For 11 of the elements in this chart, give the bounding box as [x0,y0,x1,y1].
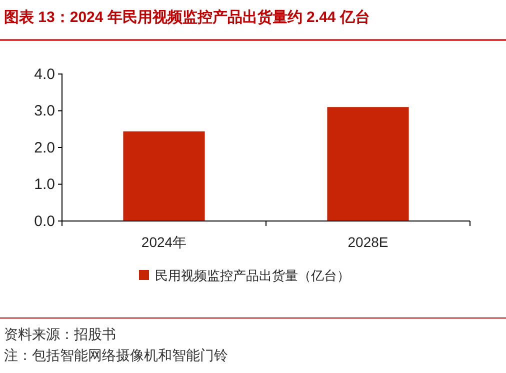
y-tick-label: 4.0 [34,66,55,83]
text: 注：包括智能网络摄像机和智能门铃 [4,347,228,363]
text: 资料来源：招股书 [4,326,116,342]
legend-label: 民用视频监控产品出货量（亿台） [155,268,350,283]
y-tick-label: 0.0 [34,212,55,230]
y-tick-label: 1.0 [34,176,55,194]
y-tick-label: 2.0 [34,139,55,156]
chart-title: 图表 13：2024 年民用视频监控产品出货量约 2.44 亿台 [4,9,370,26]
y-tick-label: 3.0 [34,102,55,120]
x-tick-label: 2024年 [141,234,187,250]
x-tick-label: 2028E [348,234,388,250]
